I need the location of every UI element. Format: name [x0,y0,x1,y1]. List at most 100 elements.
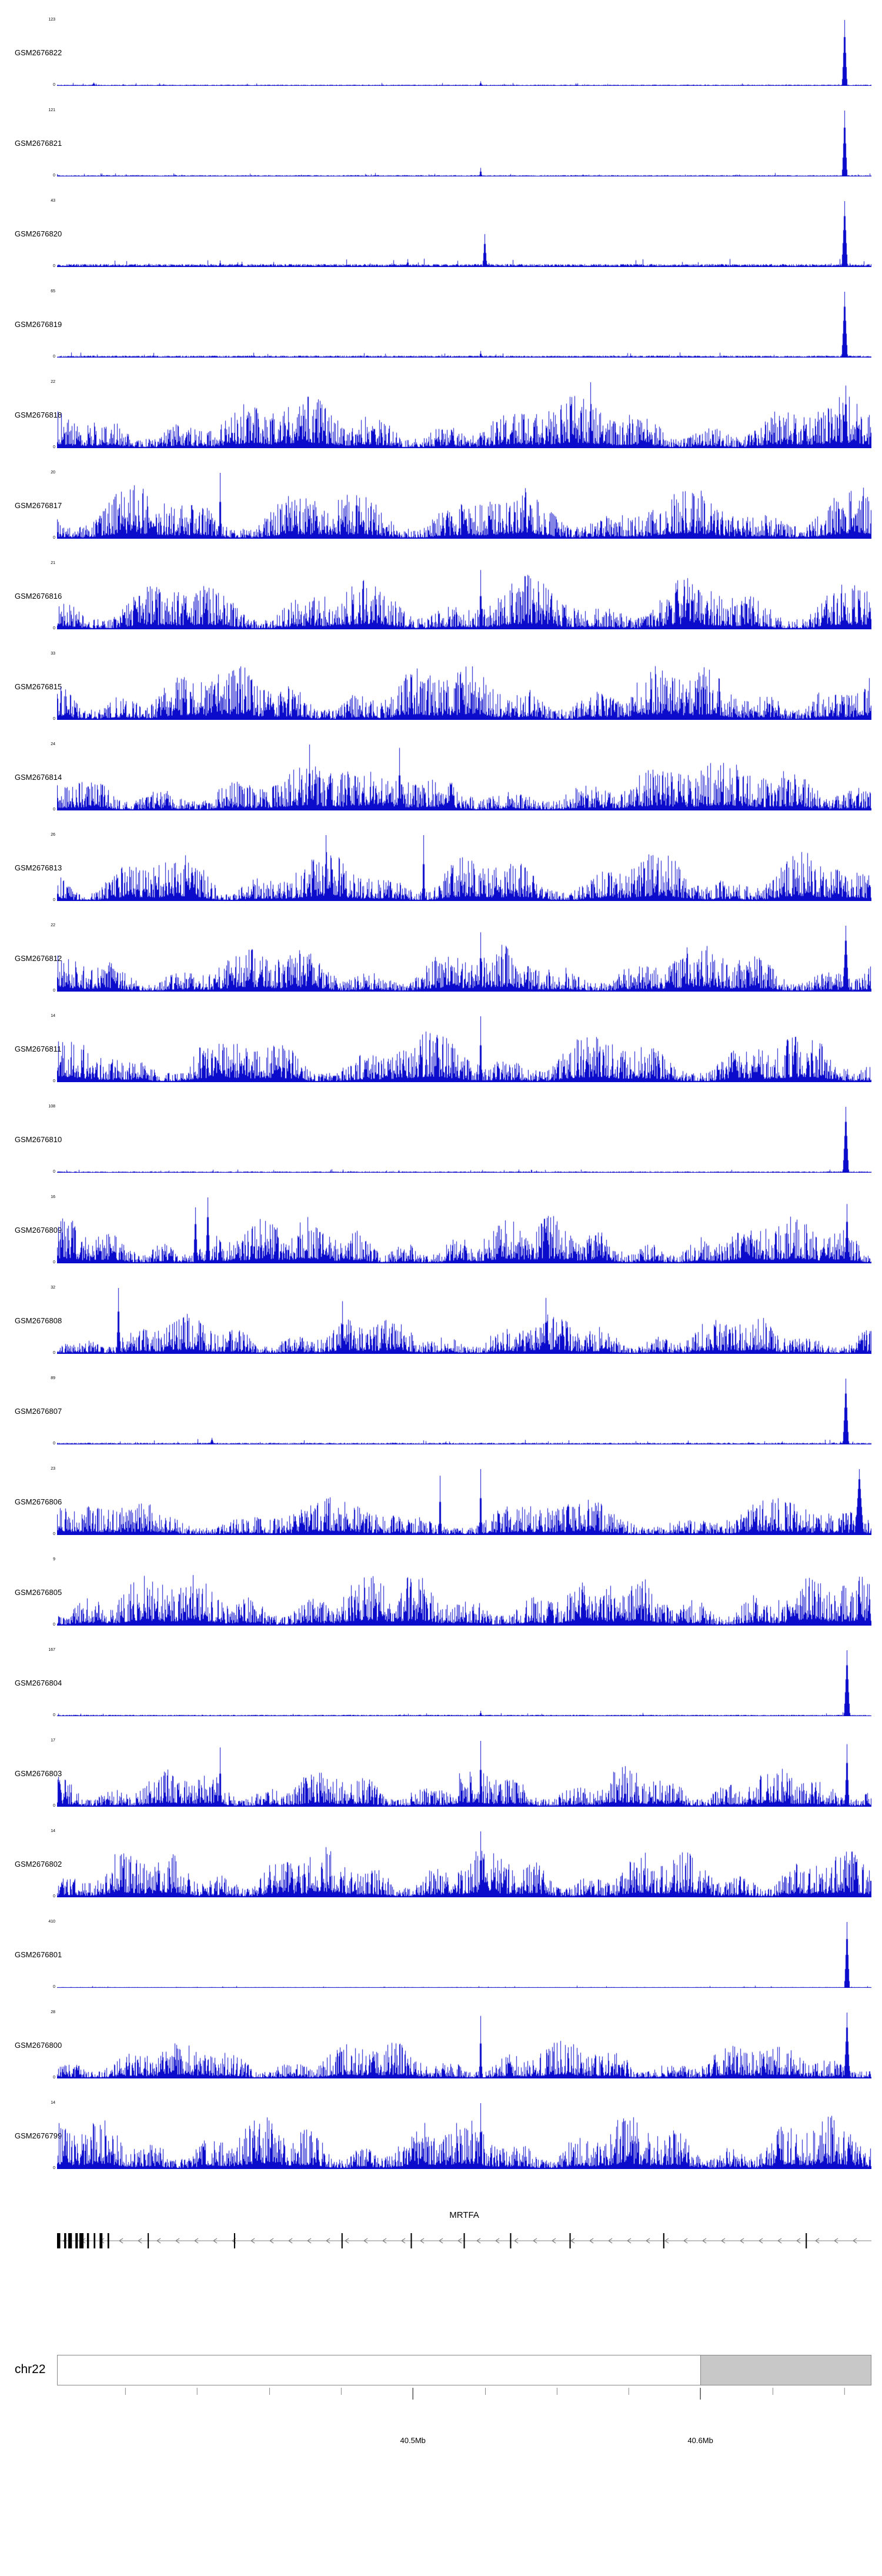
gene-name-label: MRTFA [449,2210,479,2220]
track-row: GSM2676805 9 0 [0,1556,882,1647]
strand-arrow-icon [344,2238,349,2244]
strand-arrow-icon [419,2238,425,2244]
track-sample-label: GSM2676811 [15,1045,62,1053]
genome-browser-view: GSM2676822 123 0 GSM2676821 121 0 GSM267… [0,18,882,2454]
track-row: GSM2676810 108 0 [0,1103,882,1194]
track-sample-label: GSM2676815 [15,682,62,691]
track-row: GSM2676807 89 0 [0,1375,882,1466]
exon-rect [79,2233,84,2248]
track-plot: 20 0 [51,471,871,540]
strand-arrow-icon [457,2238,462,2244]
strand-arrow-icon [626,2238,632,2244]
track-plot: 16 0 [51,1195,871,1264]
track-row: GSM2676815 33 0 [0,650,882,741]
track-signal-canvas [57,20,871,86]
track-ymin-label: 0 [53,2076,55,2080]
exon-rect [93,2233,96,2248]
track-ymin-label: 0 [53,1442,55,1446]
track-ymax-label: 123 [48,18,55,22]
strand-arrow-icon [513,2238,519,2244]
track-plot: 89 0 [51,1376,871,1446]
track-sample-label: GSM2676817 [15,501,62,510]
track-signal-canvas [57,111,871,176]
coordinate-label: 40.5Mb [400,2436,426,2445]
track-ymax-label: 89 [51,1376,55,1380]
track-plot: 21 0 [51,561,871,630]
track-plot: 23 0 [51,1467,871,1536]
track-plot: 26 0 [51,833,871,902]
track-sample-label: GSM2676816 [15,592,62,600]
track-ymin-label: 0 [53,989,55,993]
strand-arrow-icon [777,2238,782,2244]
track-sample-label: GSM2676813 [15,863,62,872]
track-sample-label: GSM2676814 [15,773,62,782]
track-sample-label: GSM2676807 [15,1407,62,1416]
track-ymin-label: 0 [53,626,55,630]
exon-rect [410,2233,412,2248]
track-row: GSM2676803 17 0 [0,1737,882,1828]
track-ymax-label: 20 [51,471,55,475]
track-signal-canvas [57,1650,871,1716]
track-signal-canvas [57,1741,871,1807]
strand-arrow-icon [570,2238,575,2244]
track-ymax-label: 33 [51,652,55,656]
track-row: GSM2676804 167 0 [0,1647,882,1737]
strand-arrow-icon [701,2238,707,2244]
track-ymin-label: 0 [53,1985,55,1989]
strand-arrow-icon [306,2238,312,2244]
strand-arrow-icon [250,2238,255,2244]
track-signal-canvas [57,1831,871,1897]
track-plot: 121 0 [48,108,871,178]
track-signal-canvas [57,473,871,539]
exon-rect [75,2233,78,2248]
track-signal-canvas [57,563,871,629]
strand-arrow-icon [288,2238,293,2244]
track-ymax-label: 108 [48,1105,55,1109]
gene-model [57,2233,871,2248]
strand-arrow-icon [438,2238,443,2244]
strand-arrow-icon [796,2238,801,2244]
track-plot: 28 0 [51,2010,871,2080]
track-row: GSM2676817 20 0 [0,469,882,560]
exon-rect [341,2233,343,2248]
track-ymin-label: 0 [53,1804,55,1808]
strand-arrow-icon [758,2238,763,2244]
track-ymax-label: 24 [51,742,55,746]
track-ymin-label: 0 [53,173,55,178]
exon-rect [107,2233,109,2248]
track-row: GSM2676808 32 0 [0,1284,882,1375]
strand-arrow-icon [363,2238,368,2244]
exon-rect [148,2233,149,2248]
track-plot: 22 0 [51,923,871,993]
track-signal-canvas [57,1197,871,1263]
track-ymin-label: 0 [53,83,55,87]
track-sample-label: GSM2676819 [15,320,62,329]
coordinate-ruler: 40.5Mb 40.6Mb [57,2387,882,2454]
track-sample-label: GSM2676818 [15,411,62,419]
strand-arrow-icon [212,2238,218,2244]
track-signal-canvas [57,1469,871,1535]
track-plot: 14 0 [51,2101,871,2170]
strand-arrow-icon [193,2238,199,2244]
track-ymax-label: 17 [51,1739,55,1743]
track-ymax-label: 16 [51,1195,55,1199]
exon-rect [57,2233,61,2248]
track-ymax-label: 22 [51,923,55,927]
strand-arrow-icon [720,2238,726,2244]
track-ymax-label: 26 [51,833,55,837]
track-row: GSM2676816 21 0 [0,560,882,650]
track-plot: 32 0 [51,1286,871,1355]
strand-arrow-icon [400,2238,406,2244]
track-plot: 17 0 [51,1739,871,1808]
track-sample-label: GSM2676810 [15,1135,62,1144]
track-signal-canvas [57,1379,871,1444]
strand-arrow-icon [852,2238,857,2244]
track-signal-canvas [57,292,871,358]
track-plot: 167 0 [48,1648,871,1717]
track-ymax-label: 32 [51,1286,55,1290]
track-plot: 9 0 [53,1557,871,1627]
track-ymax-label: 121 [48,108,55,112]
track-ymin-label: 0 [53,1532,55,1536]
track-ymin-label: 0 [53,1079,55,1083]
track-signal-canvas [57,654,871,720]
